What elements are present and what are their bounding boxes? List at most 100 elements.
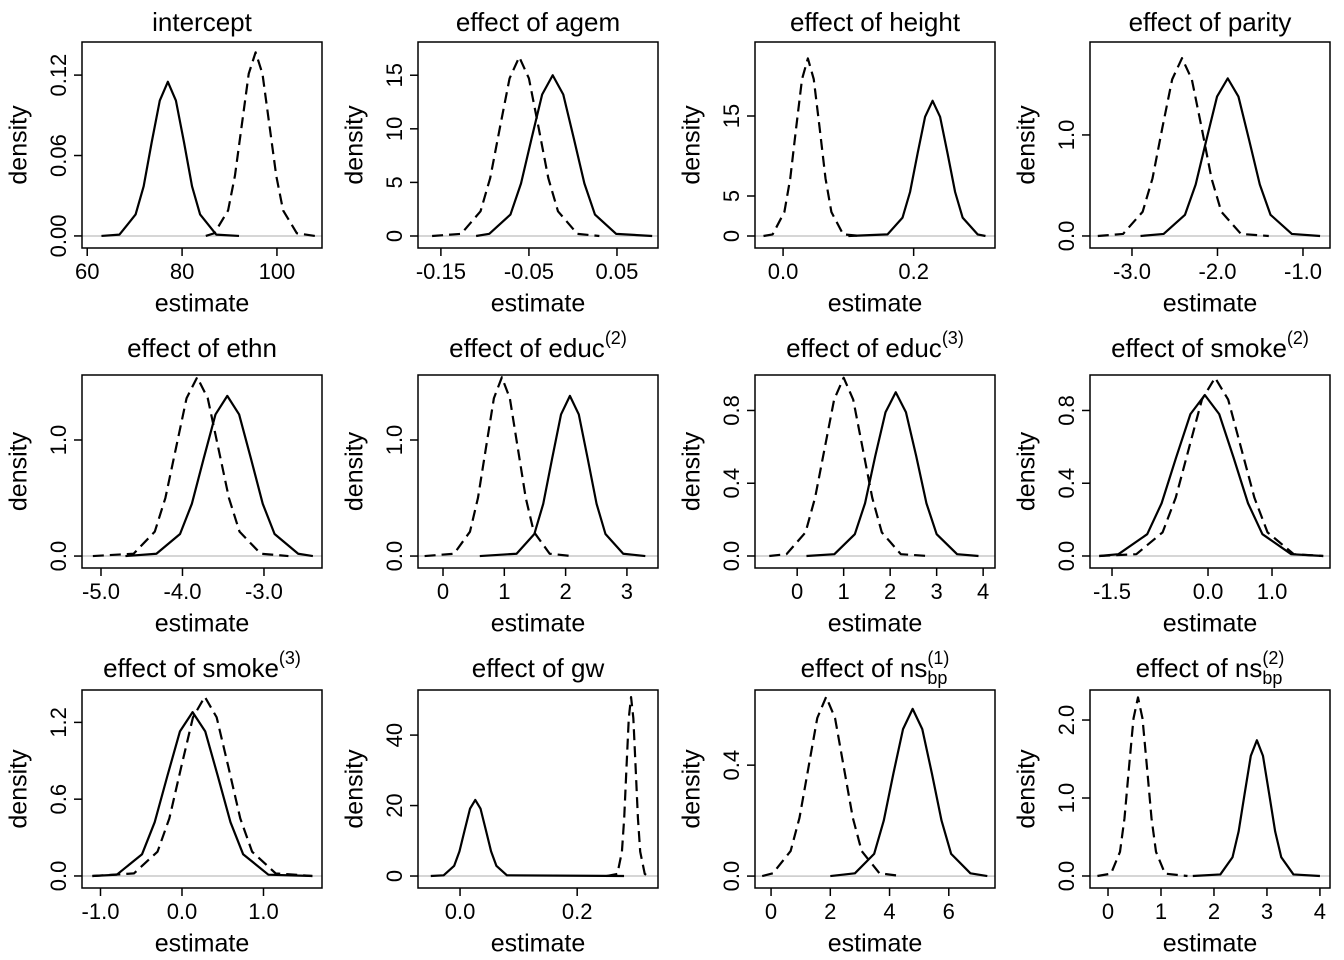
x-tick-label: -0.05 [504,259,554,284]
plot-frame [1089,41,1331,249]
x-tick-label: 1.0 [248,899,279,924]
x-tick-label: 4 [1314,899,1326,924]
y-tick-label: 1.0 [382,425,407,456]
density-curve [125,394,314,558]
x-axis-label: estimate [491,930,585,958]
x-tick-label: 3 [931,579,943,604]
title-text: effect of smoke [103,653,279,683]
density-curve [205,51,316,238]
density-curve [1099,393,1324,558]
plot-frame [754,689,996,889]
x-axis-label: estimate [1163,930,1257,958]
y-axis-label: density [341,105,369,185]
x-tick-label: -1.5 [1093,579,1131,604]
title-text: effect of educ [449,333,605,363]
panel-title: intercept [152,7,252,37]
plot-frame [81,374,323,569]
y-axis-label: density [341,431,369,511]
panel: effect of educ(3) estimate density 0 1 2 3 4 0.0… [678,328,996,638]
x-tick-label: 0.2 [898,259,929,284]
y-tick-label: 0.12 [46,54,71,97]
y-axis-label: density [1013,749,1041,829]
x-tick-label: 1 [838,579,850,604]
y-tick-label: 5 [719,190,744,202]
x-tick-label: -1.0 [1284,259,1322,284]
x-tick-label: 4 [977,579,989,604]
y-tick-label: 15 [382,63,407,87]
x-axis-label: estimate [155,930,249,958]
x-tick-label: 4 [883,899,895,924]
density-curve [830,707,988,878]
y-tick-label: 0 [719,230,744,242]
plot-frame [1089,374,1331,569]
density-curve [92,695,313,878]
x-tick-label: 1 [498,579,510,604]
panel: effect of nsbp(1) estimate density 0 2 4 6 0.0 0… [678,648,996,958]
y-tick-label: 0.0 [719,541,744,572]
density-curve [1097,57,1269,238]
density-curve [1097,696,1188,878]
plot-frame [81,41,323,249]
x-tick-label: 0.0 [167,899,198,924]
x-tick-label: 100 [259,259,296,284]
x-tick-label: -5.0 [82,579,120,604]
density-curve [92,376,289,558]
x-axis-label: estimate [828,610,922,638]
density-curve [424,376,572,558]
panel: effect of educ(2) estimate density 0 1 2 3 0.0 1… [341,328,659,638]
y-tick-label: 0.0 [46,541,71,572]
density-curve [92,711,313,878]
title-superscript: (3) [279,648,301,668]
y-tick-label: 0.0 [382,541,407,572]
x-tick-label: 0.0 [445,899,476,924]
panel-title: effect of smoke(2) [1111,328,1309,363]
panel-title: effect of agem [456,7,620,37]
x-axis-label: estimate [491,610,585,638]
y-tick-label: 1.2 [46,707,71,738]
y-tick-label: 0.4 [1054,468,1079,499]
x-tick-label: 2 [884,579,896,604]
panel: effect of height estimate density 0.0 0.2 0 5 1… [678,7,996,318]
title-text: effect of ns [1136,653,1263,683]
y-tick-label: 0.6 [46,784,71,815]
x-tick-label: 2 [824,899,836,924]
title-superscript: (1) [927,648,949,668]
title-superscript: (2) [1262,648,1284,668]
y-tick-label: 2.0 [1054,705,1079,736]
y-axis-label: density [678,749,706,829]
y-tick-label: 0.0 [1054,861,1079,892]
x-tick-label: 0.05 [596,259,639,284]
panel: effect of smoke(3) estimate density -1.0 0.0… [5,648,323,958]
y-axis-label: density [678,105,706,185]
x-tick-label: -1.0 [82,899,120,924]
plot-frame [754,41,996,249]
panel-title: effect of parity [1129,7,1292,37]
y-tick-label: 0.0 [1054,541,1079,572]
x-tick-label: 0 [765,899,777,924]
density-curve [606,695,649,878]
panel: effect of nsbp(2) estimate density 0 1 2 3 4 0.0… [1013,648,1331,958]
y-axis-label: density [5,749,33,829]
panel-title: effect of gw [472,653,605,683]
x-tick-label: 1.0 [1257,579,1288,604]
y-tick-label: 0.0 [1054,221,1079,252]
x-axis-label: estimate [828,290,922,318]
y-tick-label: 1.0 [1054,783,1079,814]
x-tick-label: -2.0 [1199,259,1237,284]
title-text: effect of ns [801,653,928,683]
y-tick-label: 0.4 [719,468,744,499]
plot-frame [754,374,996,569]
x-axis-label: estimate [155,610,249,638]
title-text: effect of parity [1129,7,1292,37]
title-subscript: bp [1262,668,1282,688]
y-tick-label: 15 [719,104,744,128]
y-tick-label: 0 [382,870,407,882]
panel-title: effect of educ(2) [449,328,627,363]
title-text: effect of gw [472,653,605,683]
x-tick-label: 0.0 [768,259,799,284]
density-curve [1192,739,1320,878]
y-tick-label: 0 [382,230,407,242]
title-text: effect of agem [456,7,620,37]
panel-title: effect of ethn [127,333,277,363]
